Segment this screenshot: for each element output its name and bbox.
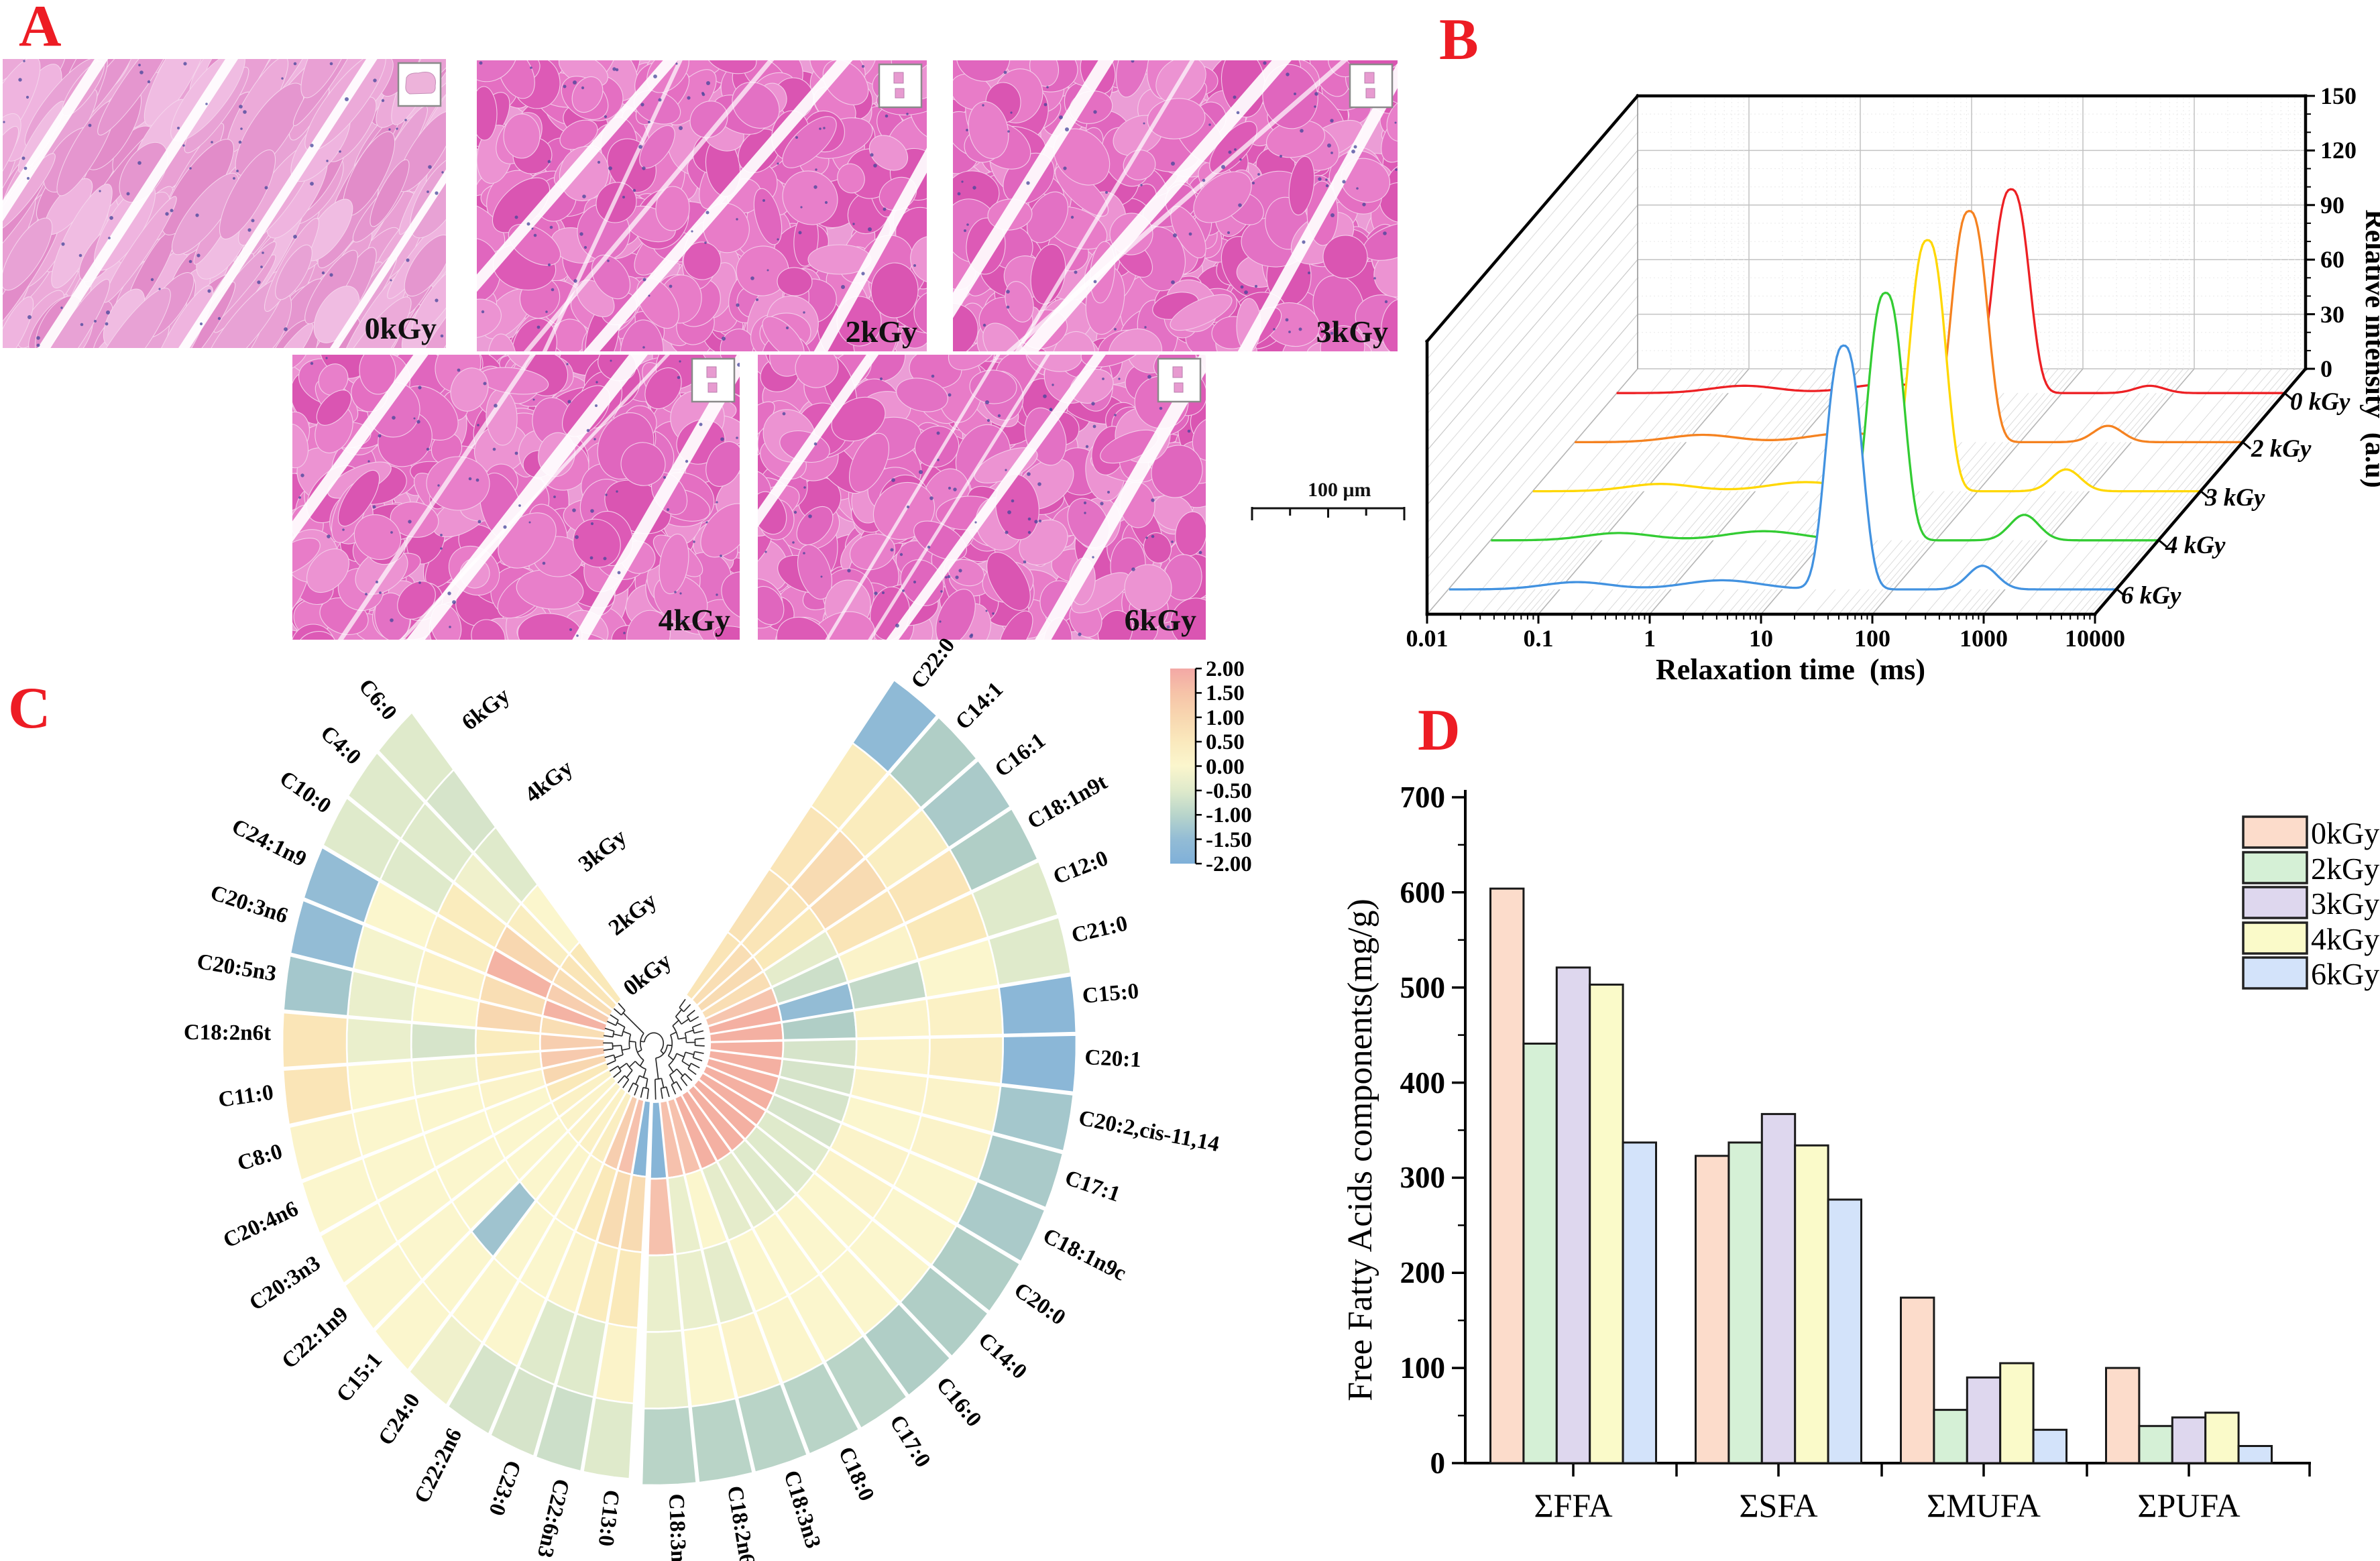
svg-text:4kGy: 4kGy (659, 603, 730, 637)
svg-text:6kGy: 6kGy (1125, 603, 1196, 637)
svg-text:-0.50: -0.50 (1206, 779, 1252, 803)
svg-text:0kGy: 0kGy (365, 311, 437, 345)
svg-text:0.00: 0.00 (1206, 755, 1245, 779)
svg-text:4 kGy: 4 kGy (2165, 532, 2226, 559)
svg-text:Relative intensity (a.u): Relative intensity (a.u) (2359, 209, 2380, 487)
svg-text:3kGy: 3kGy (1316, 314, 1388, 349)
svg-text:0.1: 0.1 (1524, 625, 1554, 652)
svg-text:90: 90 (2320, 192, 2344, 219)
svg-text:1.00: 1.00 (1206, 706, 1245, 730)
svg-text:C18:3n6: C18:3n6 (664, 1493, 691, 1561)
svg-text:60: 60 (2320, 246, 2344, 273)
svg-text:2kGy: 2kGy (846, 314, 917, 349)
svg-text:ΣFFA: ΣFFA (1534, 1487, 1612, 1524)
svg-text:700: 700 (1400, 780, 1446, 814)
svg-text:400: 400 (1400, 1066, 1446, 1100)
svg-text:4kGy: 4kGy (2311, 922, 2379, 956)
svg-text:0.50: 0.50 (1206, 730, 1245, 754)
svg-text:2 kGy: 2 kGy (2251, 435, 2312, 463)
svg-text:C15:0: C15:0 (1081, 979, 1139, 1008)
svg-text:3 kGy: 3 kGy (2204, 484, 2265, 512)
svg-text:-1.00: -1.00 (1206, 803, 1252, 827)
svg-text:10: 10 (1749, 625, 1773, 652)
svg-text:200: 200 (1400, 1256, 1446, 1289)
svg-text:1000: 1000 (1960, 625, 2008, 652)
svg-text:300: 300 (1400, 1161, 1446, 1194)
svg-text:10000: 10000 (2065, 625, 2125, 652)
svg-text:3kGy: 3kGy (2311, 886, 2379, 921)
svg-text:ΣSFA: ΣSFA (1739, 1487, 1817, 1524)
svg-text:600: 600 (1400, 876, 1446, 909)
svg-text:B: B (1439, 7, 1479, 72)
svg-text:Relaxation time (ms): Relaxation time (ms) (1656, 653, 1925, 686)
svg-text:0.01: 0.01 (1406, 625, 1449, 652)
svg-text:A: A (19, 0, 62, 59)
svg-text:C20:1: C20:1 (1084, 1045, 1142, 1072)
svg-text:-2.00: -2.00 (1206, 852, 1252, 876)
svg-text:0 kGy: 0 kGy (2290, 388, 2350, 416)
svg-text:1: 1 (1644, 625, 1656, 652)
svg-text:100: 100 (1400, 1351, 1446, 1385)
svg-text:C: C (8, 676, 51, 741)
svg-text:0: 0 (1430, 1446, 1446, 1480)
svg-text:2kGy: 2kGy (2311, 852, 2379, 886)
svg-text:100: 100 (1854, 625, 1890, 652)
svg-text:500: 500 (1400, 971, 1446, 1004)
svg-text:100 μm: 100 μm (1308, 479, 1371, 501)
svg-text:30: 30 (2320, 301, 2344, 328)
svg-text:ΣMUFA: ΣMUFA (1927, 1487, 2041, 1524)
svg-text:D: D (1418, 698, 1461, 763)
svg-text:150: 150 (2320, 82, 2357, 109)
svg-text:2.00: 2.00 (1206, 657, 1245, 681)
svg-text:C18:2n6t: C18:2n6t (184, 1021, 271, 1045)
svg-text:0kGy: 0kGy (2311, 816, 2379, 850)
svg-text:6 kGy: 6 kGy (2121, 582, 2181, 610)
svg-text:Free Fatty Acids components(mg: Free Fatty Acids components(mg/g) (1341, 899, 1379, 1401)
svg-text:120: 120 (2320, 137, 2357, 164)
svg-text:0: 0 (2320, 355, 2332, 382)
svg-text:-1.50: -1.50 (1206, 828, 1252, 852)
svg-text:ΣPUFA: ΣPUFA (2137, 1487, 2240, 1524)
svg-text:6kGy: 6kGy (2311, 957, 2379, 991)
svg-text:1.50: 1.50 (1206, 681, 1245, 705)
